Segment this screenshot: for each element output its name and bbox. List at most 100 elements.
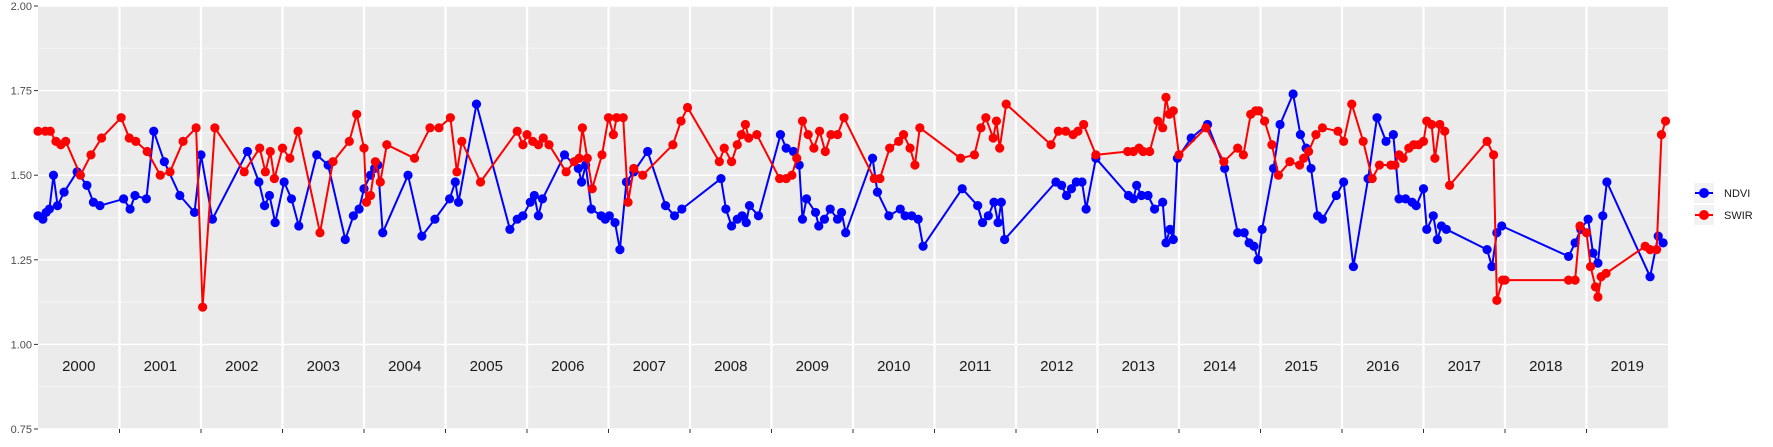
data-point-ndvi [741, 217, 751, 228]
data-point-swir [457, 136, 467, 146]
data-point-swir [905, 143, 915, 153]
data-point-ndvi [1422, 224, 1432, 234]
data-point-ndvi [270, 217, 280, 228]
data-point-swir [538, 133, 548, 143]
data-point-swir [875, 173, 885, 184]
data-point-ndvi [1066, 184, 1077, 194]
data-point-swir [1651, 245, 1662, 255]
data-point-ndvi [726, 221, 737, 231]
data-point-swir [682, 102, 693, 113]
data-point-swir [328, 157, 338, 167]
data-point-swir [1153, 116, 1163, 126]
data-point-swir [1430, 153, 1440, 163]
data-point-swir [210, 123, 220, 133]
year-label: 2014 [1203, 358, 1236, 375]
data-point-swir [434, 123, 444, 133]
data-point-ndvi [999, 234, 1010, 245]
data-point-swir [522, 129, 532, 140]
data-point-swir [239, 167, 249, 177]
data-point-ndvi [1253, 255, 1263, 265]
data-point-swir [1145, 146, 1155, 157]
data-point-swir [1444, 180, 1455, 190]
data-point-swir [910, 160, 920, 170]
data-point-swir [1358, 136, 1368, 146]
data-point-ndvi [430, 214, 440, 224]
data-point-ndvi [254, 177, 264, 187]
data-point-ndvi [1645, 272, 1655, 282]
data-point-swir [629, 163, 639, 174]
data-point-ndvi [1339, 177, 1349, 187]
data-point-swir [587, 184, 597, 194]
data-point-swir [315, 228, 325, 238]
data-point-ndvi [1428, 211, 1438, 221]
data-point-ndvi [118, 194, 129, 204]
data-point-ndvi [242, 146, 253, 157]
year-label: 2015 [1285, 358, 1318, 375]
year-label: 2011 [959, 358, 991, 375]
data-point-ndvi [1249, 241, 1259, 251]
data-point-ndvi [841, 228, 851, 238]
y-tick-label: 1.75 [11, 86, 32, 98]
data-point-ndvi [48, 170, 59, 180]
data-point-swir [1161, 92, 1171, 102]
data-point-swir [131, 136, 141, 146]
data-point-swir [597, 150, 607, 160]
data-point-swir [719, 143, 729, 153]
data-point-swir [792, 153, 802, 163]
data-point-ndvi [518, 211, 528, 221]
data-point-ndvi [737, 211, 747, 221]
data-point-ndvi [52, 201, 63, 211]
data-point-ndvi [82, 180, 92, 190]
data-point-ndvi [1653, 231, 1663, 241]
data-point-ndvi [716, 173, 726, 184]
data-point-ndvi [444, 194, 455, 204]
data-point-ndvi [825, 204, 835, 214]
data-point-ndvi [1418, 184, 1429, 194]
data-point-ndvi [1158, 197, 1168, 207]
data-point-swir [452, 167, 462, 177]
y-tick-label: 1.25 [11, 255, 32, 267]
data-point-ndvi [1220, 163, 1230, 174]
data-point-ndvi [1288, 89, 1298, 99]
data-point-swir [608, 129, 618, 140]
data-point-swir [1333, 126, 1343, 136]
data-point-swir [1285, 157, 1295, 167]
data-point-swir [1259, 116, 1270, 126]
data-point-swir [1656, 129, 1667, 140]
data-point-swir [75, 170, 85, 180]
data-point-ndvi [1149, 204, 1160, 214]
data-point-ndvi [1132, 180, 1142, 190]
data-point-swir [155, 170, 165, 180]
data-point-swir [1219, 157, 1229, 167]
data-point-ndvi [1563, 251, 1574, 262]
data-point-ndvi [1306, 163, 1316, 174]
year-label: 2003 [307, 358, 340, 375]
data-point-swir [1254, 106, 1264, 116]
data-point-swir [33, 126, 43, 136]
data-point-swir [365, 190, 376, 201]
data-point-ndvi [125, 204, 135, 214]
year-separators [118, 6, 1588, 429]
data-point-swir [260, 167, 270, 177]
data-point-ndvi [1239, 228, 1249, 238]
data-point-swir [638, 170, 648, 180]
data-point-swir [178, 136, 188, 146]
data-point-ndvi [1057, 180, 1067, 190]
data-point-ndvi [900, 211, 910, 221]
data-point-ndvi [721, 204, 731, 214]
data-point-ndvi [797, 214, 808, 224]
data-point-swir [1046, 140, 1056, 150]
data-point-swir [512, 126, 522, 136]
data-point-swir [981, 113, 991, 123]
data-point-ndvi [340, 234, 350, 245]
data-point-ndvi [1394, 194, 1404, 204]
series-line-ndvi [37, 93, 1664, 278]
year-label: 2019 [1611, 358, 1644, 375]
data-point-ndvi [677, 204, 687, 214]
data-point-ndvi [59, 187, 69, 197]
data-point-ndvi [149, 126, 159, 136]
data-point-ndvi [1257, 224, 1267, 234]
data-point-swir [359, 143, 369, 153]
data-point-swir [736, 129, 746, 140]
data-point-ndvi [1275, 119, 1285, 130]
